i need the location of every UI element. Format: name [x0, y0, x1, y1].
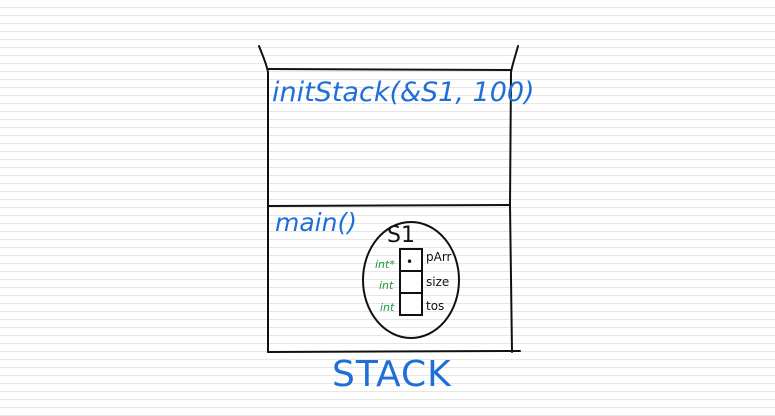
field-name-tos: tos	[426, 299, 444, 313]
cell-parr-content: •	[406, 255, 413, 269]
field-name-size: size	[426, 275, 449, 289]
struct-outline	[362, 221, 460, 339]
field-name-parr: pArr	[426, 250, 452, 264]
stack-outline	[258, 45, 521, 353]
frame-label-initstack: initStack(&S1, 100)	[272, 77, 535, 108]
field-type-size: int	[379, 279, 394, 292]
region-label-stack: STACK	[332, 354, 452, 395]
field-type-parr: int*	[375, 258, 395, 271]
struct-cells	[399, 248, 423, 316]
struct-name: S1	[387, 223, 415, 248]
cell-tos	[399, 292, 423, 316]
frame-label-main: main()	[275, 208, 357, 237]
field-type-tos: int	[380, 301, 395, 314]
cell-size	[399, 270, 423, 294]
